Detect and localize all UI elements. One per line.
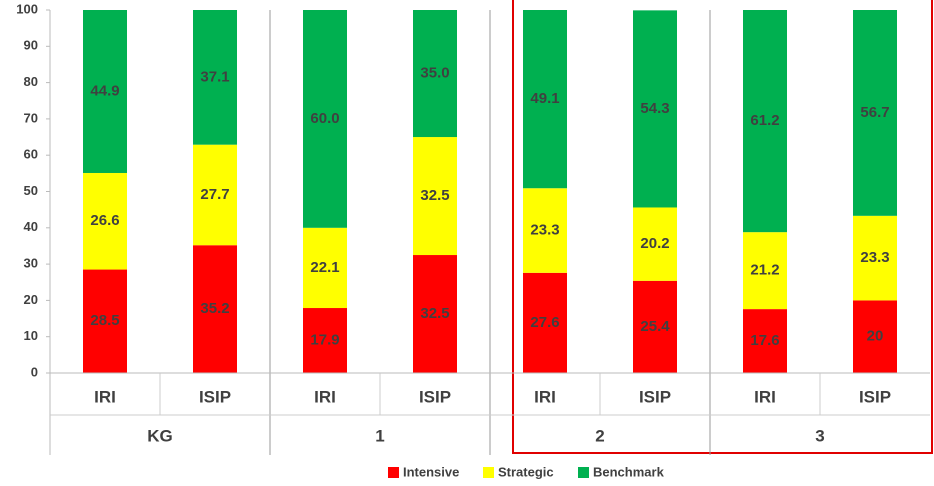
y-tick-label: 60 <box>24 147 38 162</box>
data-label: 44.9 <box>90 82 119 99</box>
bar-segment <box>633 10 677 208</box>
bar-segment <box>523 10 567 189</box>
data-label: 60.0 <box>310 110 339 127</box>
data-label: 26.6 <box>90 212 119 229</box>
bar-segment <box>523 272 567 373</box>
data-label: 23.3 <box>530 221 559 238</box>
x-tick-label: ISIP <box>199 387 231 406</box>
legend-swatch <box>578 467 589 478</box>
y-tick-label: 50 <box>24 183 38 198</box>
y-tick-label: 20 <box>24 292 38 307</box>
bar-segment <box>523 188 567 273</box>
bar-segment <box>83 10 127 173</box>
data-label: 20.2 <box>640 235 669 252</box>
legend-label: Intensive <box>403 464 459 479</box>
y-tick-label: 0 <box>31 364 38 379</box>
data-label: 23.3 <box>860 249 889 266</box>
y-tick-label: 30 <box>24 256 38 271</box>
data-label: 56.7 <box>860 104 889 121</box>
bar-segment <box>83 172 127 270</box>
y-tick-label: 80 <box>24 74 38 89</box>
data-label: 22.1 <box>310 259 339 276</box>
bar-segment <box>633 207 677 281</box>
x-tick-label: IRI <box>314 387 336 406</box>
data-label: 27.6 <box>530 314 559 331</box>
legend-label: Benchmark <box>593 464 665 479</box>
bar-segment <box>743 10 787 233</box>
highlight-box <box>512 0 933 454</box>
bar-segment <box>413 137 457 256</box>
data-label: 28.5 <box>90 312 119 329</box>
data-label: 17.6 <box>750 332 779 349</box>
data-label: 17.9 <box>310 331 339 348</box>
data-label: 49.1 <box>530 90 559 107</box>
data-label: 35.0 <box>420 64 449 81</box>
x-tick-label: IRI <box>534 387 556 406</box>
y-tick-label: 90 <box>24 38 38 53</box>
y-tick-label: 40 <box>24 219 38 234</box>
legend-label: Strategic <box>498 464 554 479</box>
x-tick-label: ISIP <box>859 387 891 406</box>
group-label: 2 <box>595 426 604 445</box>
bar-segment <box>193 144 237 246</box>
bar-segment <box>193 10 237 145</box>
data-label: 27.7 <box>200 186 229 203</box>
group-label: KG <box>147 426 173 445</box>
group-label: 1 <box>375 426 384 445</box>
data-label: 35.2 <box>200 300 229 317</box>
legend-swatch <box>483 467 494 478</box>
bar-segment <box>413 10 457 138</box>
x-tick-label: IRI <box>94 387 116 406</box>
bar-segment <box>633 280 677 373</box>
data-label: 32.5 <box>420 305 449 322</box>
bar-segment <box>303 10 347 228</box>
y-tick-label: 70 <box>24 110 38 125</box>
bar-segment <box>303 227 347 309</box>
bar-segment <box>853 215 897 301</box>
data-label: 54.3 <box>640 100 669 117</box>
data-label: 20 <box>867 328 884 345</box>
bar-segment <box>83 269 127 373</box>
x-tick-label: ISIP <box>419 387 451 406</box>
x-tick-label: IRI <box>754 387 776 406</box>
data-label: 32.5 <box>420 187 449 204</box>
group-label: 3 <box>815 426 824 445</box>
bar-segment <box>853 10 897 216</box>
legend-swatch <box>388 467 399 478</box>
data-label: 61.2 <box>750 112 779 129</box>
data-label: 25.4 <box>640 318 670 335</box>
x-tick-label: ISIP <box>639 387 671 406</box>
bar-segment <box>743 232 787 310</box>
y-tick-label: 10 <box>24 328 38 343</box>
data-label: 21.2 <box>750 262 779 279</box>
bar-segment <box>303 308 347 373</box>
bar-segment <box>743 309 787 373</box>
y-tick-label: 100 <box>16 1 38 16</box>
data-label: 37.1 <box>200 68 229 85</box>
bar-segment <box>193 245 237 373</box>
bar-segment <box>413 255 457 373</box>
bar-segment <box>853 300 897 373</box>
